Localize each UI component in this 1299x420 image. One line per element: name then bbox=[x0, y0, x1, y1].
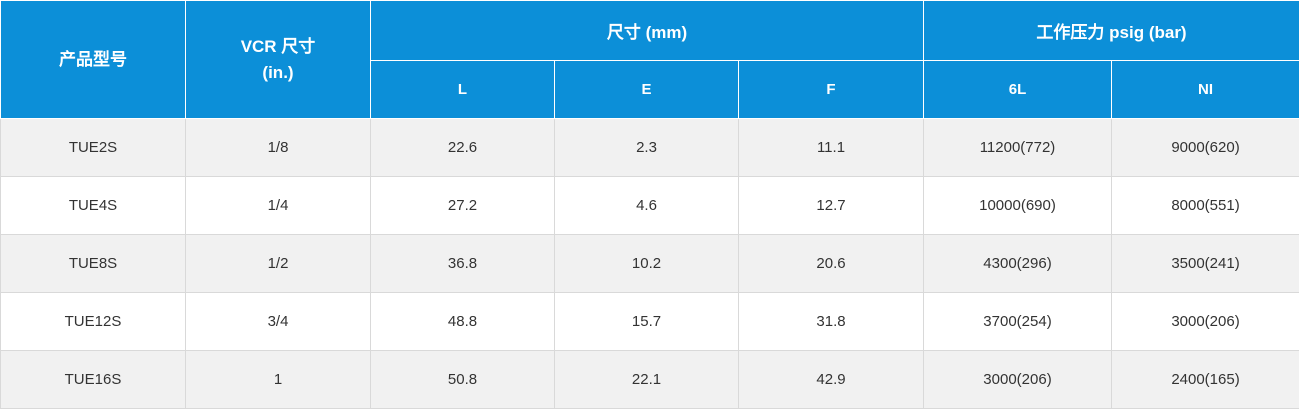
cell-E: 2.3 bbox=[554, 118, 739, 177]
cell-pressure-6L: 3700(254) bbox=[923, 292, 1112, 351]
cell-L: 27.2 bbox=[370, 176, 555, 235]
cell-vcr: 1/2 bbox=[185, 234, 371, 293]
spec-table: 产品型号 VCR 尺寸 (in.) 尺寸 (mm) 工作压力 psig (bar… bbox=[0, 0, 1299, 409]
header-model: 产品型号 bbox=[0, 0, 186, 119]
cell-model: TUE8S bbox=[0, 234, 186, 293]
table-row: TUE16S 1 50.8 22.1 42.9 3000(206) 2400(1… bbox=[0, 350, 1299, 409]
table-row: TUE8S 1/2 36.8 10.2 20.6 4300(296) 3500(… bbox=[0, 234, 1299, 293]
cell-F: 12.7 bbox=[738, 176, 924, 235]
cell-pressure-6L: 3000(206) bbox=[923, 350, 1112, 409]
cell-L: 48.8 bbox=[370, 292, 555, 351]
cell-E: 15.7 bbox=[554, 292, 739, 351]
cell-pressure-6L: 10000(690) bbox=[923, 176, 1112, 235]
cell-vcr: 3/4 bbox=[185, 292, 371, 351]
cell-model: TUE12S bbox=[0, 292, 186, 351]
header-vcr-size-line2: (in.) bbox=[262, 62, 294, 82]
cell-model: TUE2S bbox=[0, 118, 186, 177]
cell-E: 10.2 bbox=[554, 234, 739, 293]
header-vcr-size-line1: VCR 尺寸 bbox=[240, 36, 316, 56]
cell-pressure-NI: 8000(551) bbox=[1111, 176, 1299, 235]
cell-pressure-NI: 9000(620) bbox=[1111, 118, 1299, 177]
cell-vcr: 1/4 bbox=[185, 176, 371, 235]
cell-pressure-6L: 4300(296) bbox=[923, 234, 1112, 293]
cell-pressure-6L: 11200(772) bbox=[923, 118, 1112, 177]
cell-E: 22.1 bbox=[554, 350, 739, 409]
header-vcr-size: VCR 尺寸 (in.) bbox=[185, 0, 371, 119]
table-row: TUE2S 1/8 22.6 2.3 11.1 11200(772) 9000(… bbox=[0, 118, 1299, 177]
table-row: TUE12S 3/4 48.8 15.7 31.8 3700(254) 3000… bbox=[0, 292, 1299, 351]
cell-model: TUE4S bbox=[0, 176, 186, 235]
table-row: TUE4S 1/4 27.2 4.6 12.7 10000(690) 8000(… bbox=[0, 176, 1299, 235]
cell-pressure-NI: 2400(165) bbox=[1111, 350, 1299, 409]
cell-vcr: 1/8 bbox=[185, 118, 371, 177]
cell-L: 50.8 bbox=[370, 350, 555, 409]
cell-L: 22.6 bbox=[370, 118, 555, 177]
cell-F: 31.8 bbox=[738, 292, 924, 351]
cell-L: 36.8 bbox=[370, 234, 555, 293]
header-pressure: 工作压力 psig (bar) bbox=[922, 0, 1299, 61]
cell-vcr: 1 bbox=[185, 350, 371, 409]
header-NI: NI bbox=[1110, 60, 1299, 119]
header-dimensions: 尺寸 (mm) bbox=[370, 0, 924, 61]
cell-E: 4.6 bbox=[554, 176, 739, 235]
header-E: E bbox=[554, 60, 739, 119]
cell-F: 20.6 bbox=[738, 234, 924, 293]
cell-F: 11.1 bbox=[738, 118, 924, 177]
cell-F: 42.9 bbox=[738, 350, 924, 409]
header-6L: 6L bbox=[923, 60, 1112, 119]
cell-pressure-NI: 3500(241) bbox=[1111, 234, 1299, 293]
header-F: F bbox=[738, 60, 924, 119]
cell-model: TUE16S bbox=[0, 350, 186, 409]
header-L: L bbox=[370, 60, 555, 119]
cell-pressure-NI: 3000(206) bbox=[1111, 292, 1299, 351]
